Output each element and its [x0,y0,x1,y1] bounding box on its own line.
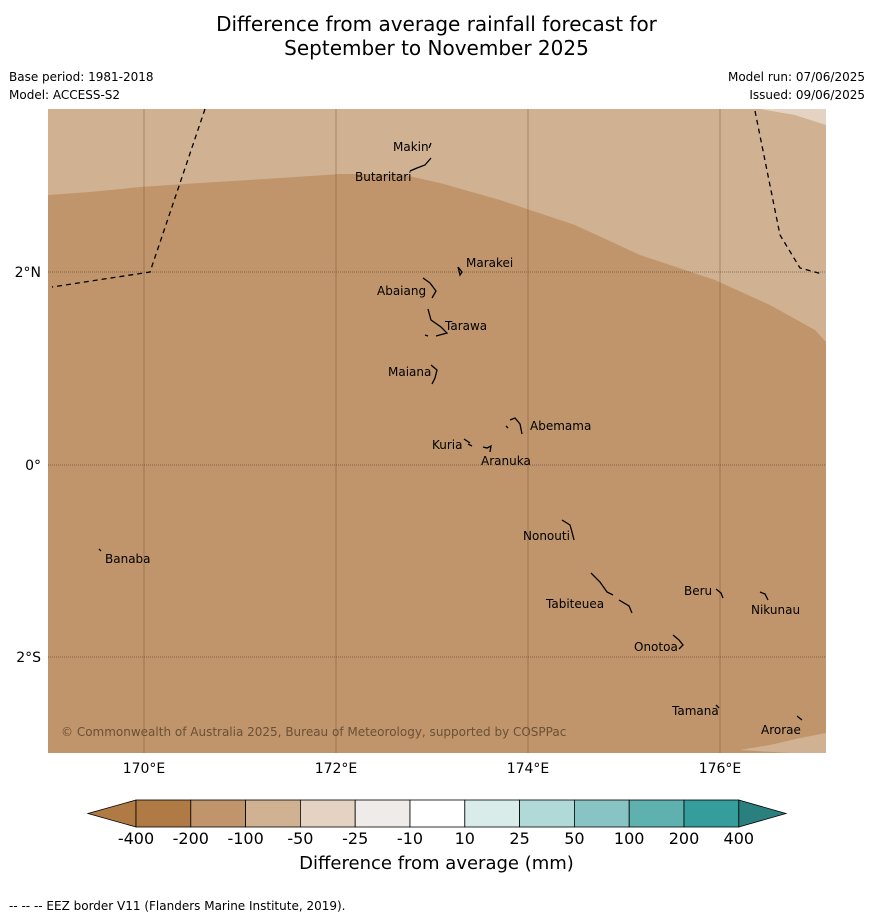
colorbar-tick-label: -200 [173,829,209,848]
lon-axis-labels: 170°E 172°E 174°E 176°E [123,761,742,777]
aranuka-outline [482,444,492,453]
colorbar-tick-label: 25 [509,829,529,848]
island-label-maiana: Maiana [388,365,431,379]
nikunau-outline [759,591,769,601]
title-line-1: Difference from average rainfall forecas… [216,12,657,36]
island-label-makin: Makin [393,140,429,154]
colorbar-segment [574,799,630,828]
colorbar-segment [190,799,247,828]
colorbar-tick-label: -10 [397,829,423,848]
colorbar: -400 -200 -100 -50 -25 -10 10 25 50 100 200 400 [86,799,788,848]
colorbar-segment [409,799,466,828]
colorbar-tick-label: -400 [118,829,154,848]
island-label-abaiang: Abaiang [377,284,426,298]
island-label-abemama: Abemama [530,419,591,433]
eez-footnote: -- -- -- EEZ border V11 (Flanders Marine… [9,899,346,913]
island-outlines [98,142,803,721]
kuria-outline [463,438,473,447]
island-label-nonouti: Nonouti [523,529,570,543]
colorbar-tick-label: 10 [455,829,475,848]
arorae-outline [796,715,803,721]
model-name: Model: ACCESS-S2 [9,88,121,102]
maiana-outline [430,364,438,385]
makin-outline [428,142,432,149]
colorbar-segment [299,799,356,828]
colorbar-tick-label: 400 [724,829,755,848]
island-label-beru: Beru [684,584,712,598]
colorbar-segment [245,799,301,828]
colorbar-segment [519,799,575,828]
abemama-outline [505,417,523,435]
tabiteuea-outline [590,572,633,614]
colorbar-label: Difference from average (mm) [299,853,574,874]
colorbar-tick-label: 100 [614,829,645,848]
meta-left: Base period: 1981-2018 Model: ACCESS-S2 [9,68,154,104]
island-label-banaba: Banaba [105,552,151,566]
lat-label-0: 0° [25,458,41,474]
colorbar-segment [464,799,520,828]
island-label-tarawa: Tarawa [444,319,487,333]
island-label-kuria: Kuria [432,438,463,452]
colorbar-segment [628,799,685,828]
lat-label-2s: 2°S [16,650,41,666]
colorbar-arrow-high [738,799,788,828]
colorbar-segment [683,799,740,828]
nonouti-outline [561,519,575,541]
gridlines [143,109,721,753]
lat-axis-labels: 2°N 0° 2°S [15,265,42,666]
tarawa-outline [424,308,449,337]
lon-label-172: 172°E [315,761,358,777]
lighter-anomaly-region-south [740,733,826,753]
lon-label-176: 176°E [699,761,742,777]
model-run: Model run: 07/06/2025 [727,70,865,84]
island-label-aranuka: Aranuka [481,454,531,468]
issued-date: Issued: 09/06/2025 [749,88,865,102]
island-label-marakei: Marakei [466,256,513,270]
marakei-outline [457,266,463,277]
lightest-anomaly-region-ne [760,109,826,125]
copyright-notice: © Commonwealth of Australia 2025, Bureau… [61,725,566,739]
base-period: Base period: 1981-2018 [9,70,154,84]
island-label-arorae: Arorae [761,723,801,737]
title-line-2: September to November 2025 [284,36,589,60]
colorbar-tick-label: -100 [227,829,263,848]
colorbar-tick-label: -50 [287,829,313,848]
island-label-butaritari: Butaritari [355,170,412,184]
butaritari-outline [409,157,432,172]
meta-right: Model run: 07/06/2025 Issued: 09/06/2025 [728,68,865,104]
tamana-outline [715,704,720,709]
banaba-outline [98,548,102,552]
colorbar-segment [135,799,192,828]
island-label-tamana: Tamana [671,704,719,718]
eez-border [51,108,823,288]
colorbar-arrow-low [86,799,137,828]
island-label-nikunau: Nikunau [751,603,800,617]
island-label-onotoa: Onotoa [634,640,678,654]
island-label-tabiteuea: Tabiteuea [545,597,604,611]
chart-title: Difference from average rainfall forecas… [0,12,873,60]
lat-gridlines [48,271,826,658]
lon-label-170: 170°E [123,761,166,777]
lighter-anomaly-region-north [48,109,826,342]
colorbar-tick-label: -25 [342,829,368,848]
lat-label-2n: 2°N [15,265,41,281]
onotoa-outline [672,634,684,650]
lon-label-174: 174°E [507,761,550,777]
colorbar-segment [354,799,411,828]
colorbar-tick-label: 50 [564,829,584,848]
island-labels: Makin Butaritari Marakei Abaiang Tarawa … [105,140,801,737]
colorbar-tick-label: 200 [669,829,700,848]
beru-outline [715,588,724,599]
abaiang-outline [422,277,437,299]
